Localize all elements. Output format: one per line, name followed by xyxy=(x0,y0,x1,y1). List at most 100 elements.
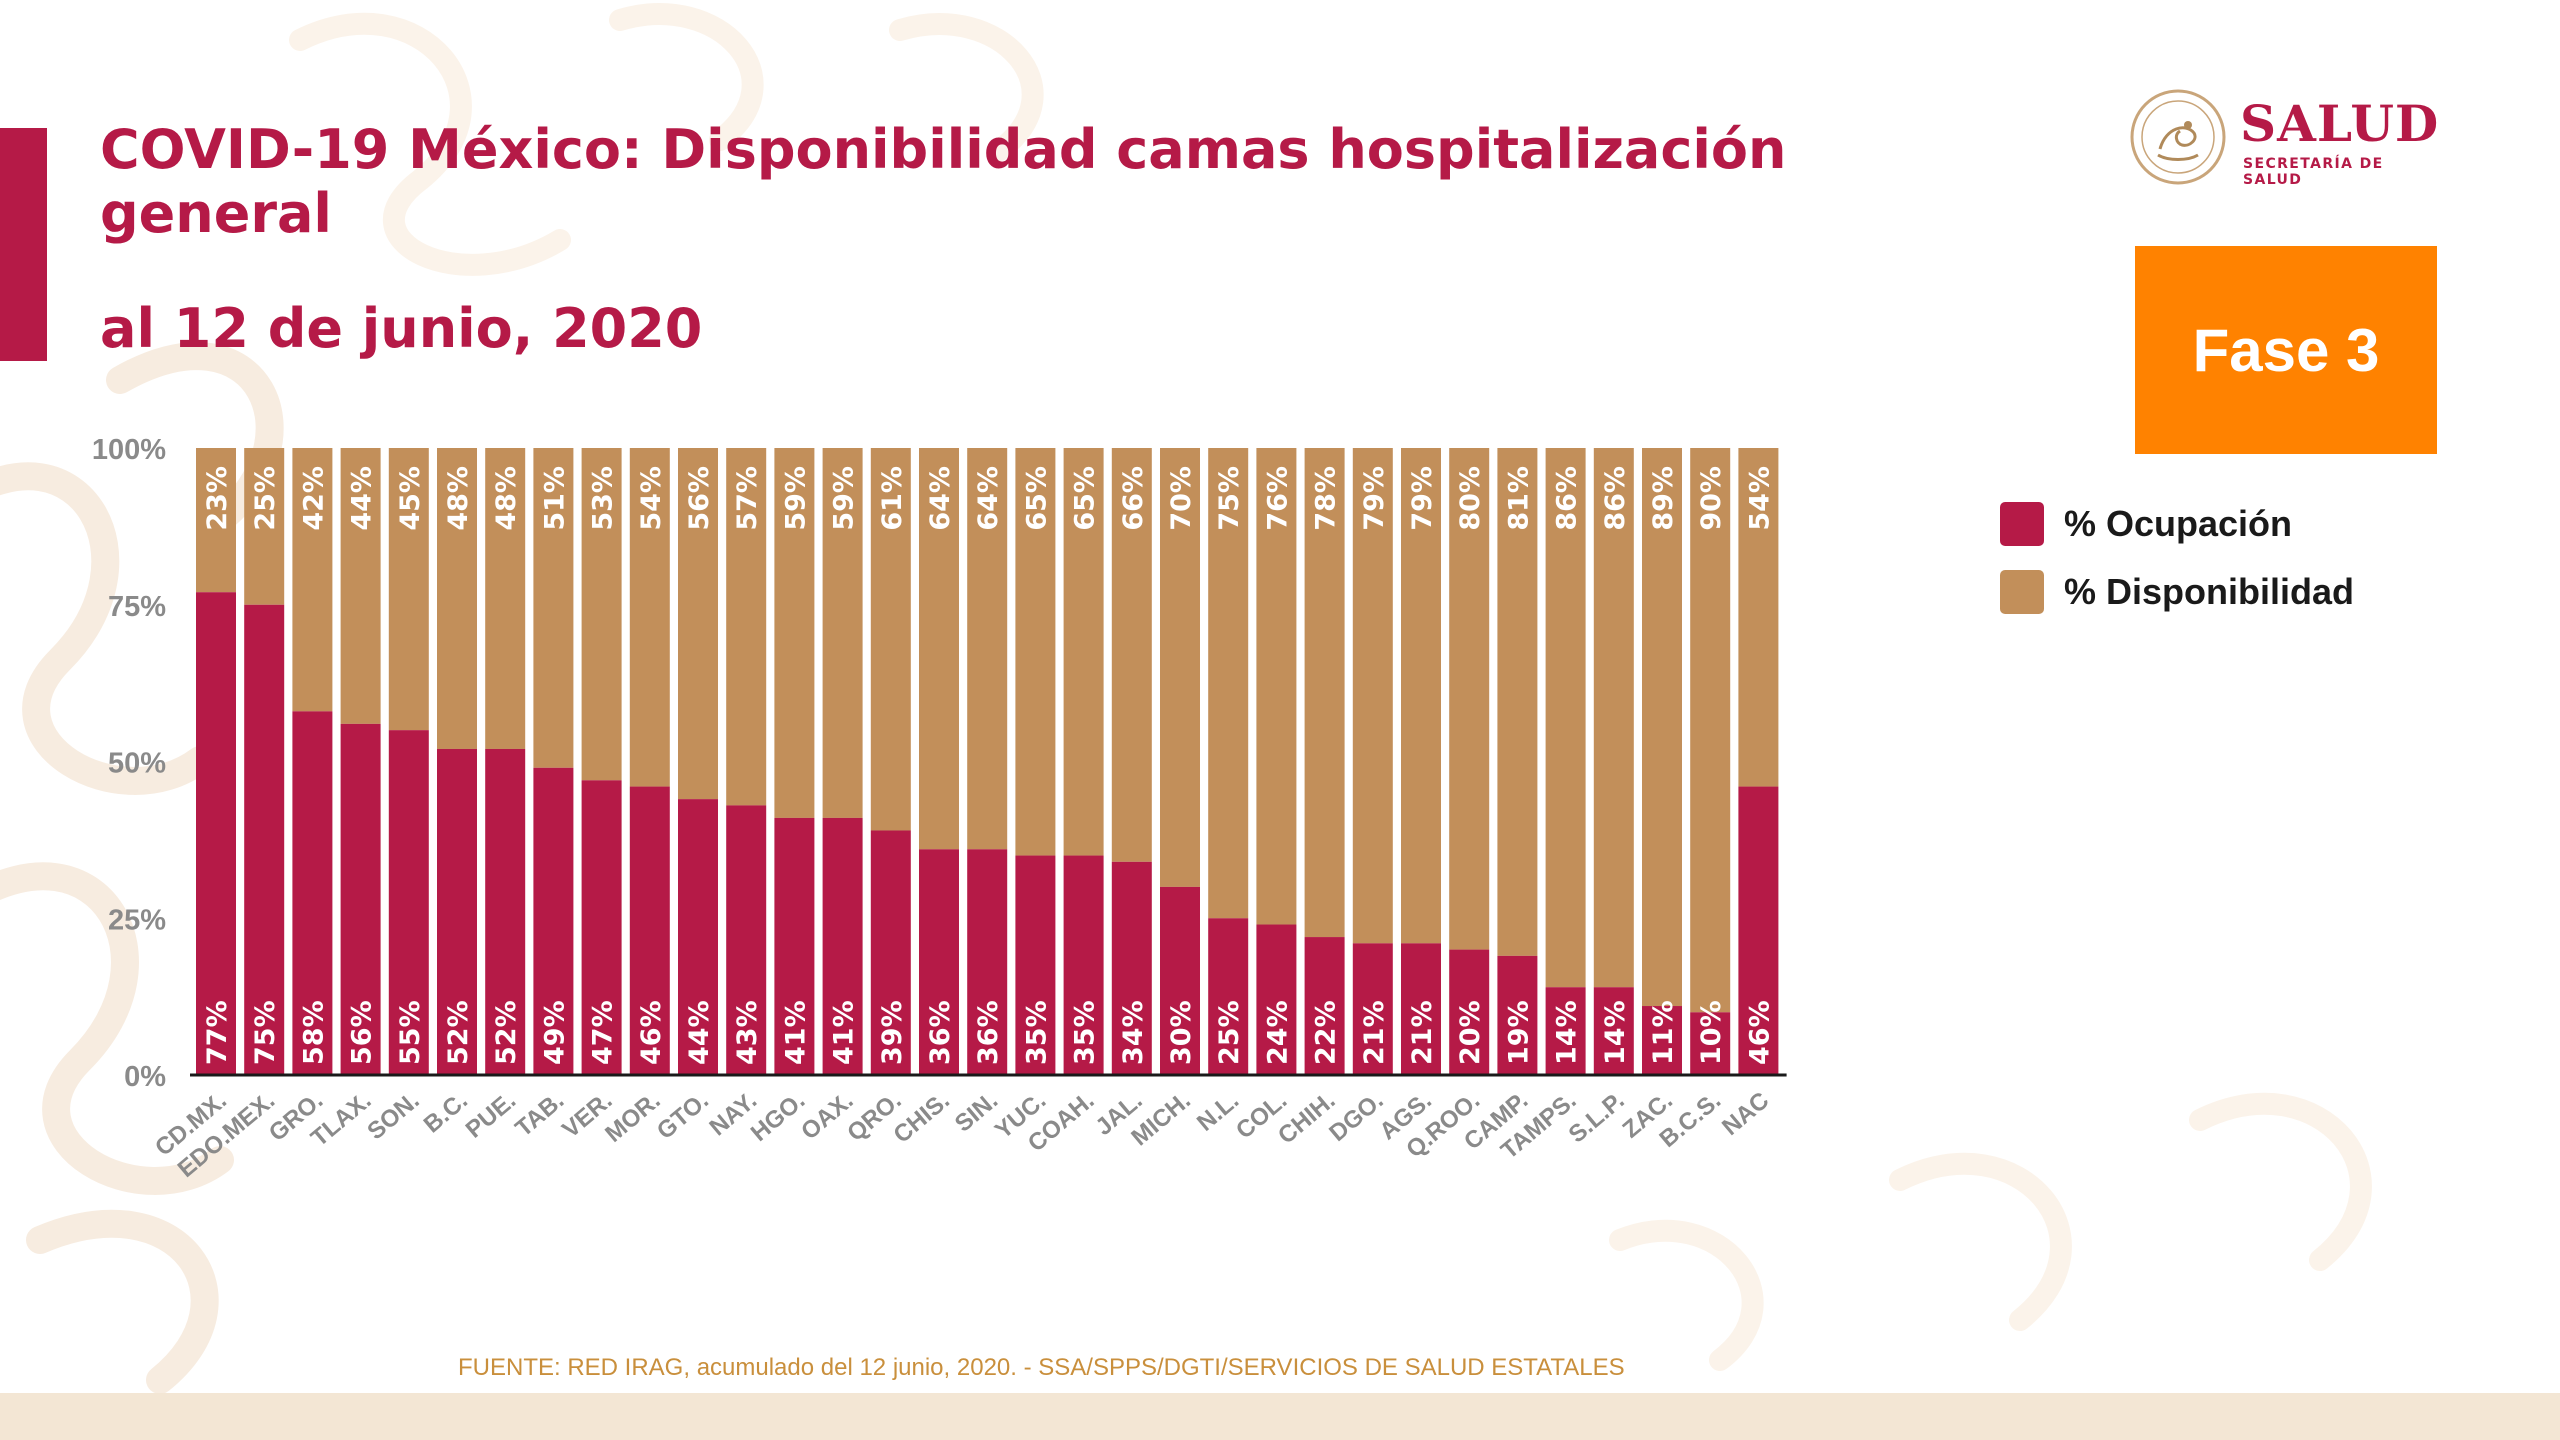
bar-occupation xyxy=(1304,937,1345,1075)
bar-availability xyxy=(1160,448,1200,887)
logo-wordmark: SALUD xyxy=(2240,94,2440,153)
y-tick-label: 75% xyxy=(108,591,166,623)
data-label-availability: 23% xyxy=(202,466,233,531)
data-label-occupation: 46% xyxy=(636,1000,667,1065)
bar-occupation xyxy=(1497,955,1538,1075)
data-label-availability: 66% xyxy=(1118,466,1149,531)
data-label-availability: 79% xyxy=(1359,466,1390,531)
data-label-occupation: 30% xyxy=(1166,1000,1197,1065)
bar-availability xyxy=(822,448,863,818)
x-tick-label: DGO. xyxy=(1324,1087,1388,1147)
bar-occupation xyxy=(1738,786,1779,1075)
x-tick-label: S.L.P. xyxy=(1564,1087,1630,1149)
bar-availability xyxy=(388,448,429,731)
bar-occupation xyxy=(1352,943,1393,1075)
data-label-availability: 65% xyxy=(1070,466,1101,531)
data-label-occupation: 52% xyxy=(443,1000,474,1065)
bar-availability xyxy=(919,448,959,850)
bar-availability xyxy=(340,448,381,724)
data-label-occupation: 47% xyxy=(588,1000,619,1065)
data-label-availability: 57% xyxy=(732,466,763,531)
data-label-availability: 64% xyxy=(925,466,956,531)
bar-occupation xyxy=(1160,886,1200,1075)
data-label-availability: 76% xyxy=(1262,466,1293,531)
bar-occupation xyxy=(774,817,815,1075)
bar-availability xyxy=(581,448,622,781)
bar-occupation xyxy=(1111,861,1152,1075)
bar-availability xyxy=(244,448,285,605)
legend-swatch-occupation xyxy=(2000,502,2044,546)
data-label-occupation: 34% xyxy=(1118,1000,1149,1065)
data-label-availability: 45% xyxy=(395,466,426,531)
bar-occupation xyxy=(1545,987,1586,1075)
data-label-occupation: 21% xyxy=(1359,1000,1390,1065)
data-label-occupation: 46% xyxy=(1744,1000,1775,1065)
bar-availability xyxy=(1256,448,1297,925)
data-label-occupation: 56% xyxy=(347,1000,378,1065)
bar-occupation xyxy=(629,786,670,1075)
data-label-occupation: 25% xyxy=(1214,1000,1245,1065)
national-seal-icon xyxy=(2130,89,2226,185)
data-label-occupation: 10% xyxy=(1696,1000,1727,1065)
bar-availability xyxy=(1015,448,1056,856)
bar-occupation xyxy=(292,711,333,1075)
bar-availability xyxy=(1497,448,1538,956)
bar-occupation xyxy=(581,780,622,1075)
data-label-availability: 81% xyxy=(1503,466,1534,531)
data-label-availability: 25% xyxy=(250,466,281,531)
y-tick-label: 25% xyxy=(108,904,166,936)
logo-tagline: SECRETARÍA DE SALUD xyxy=(2243,156,2384,188)
data-label-occupation: 77% xyxy=(202,1000,233,1065)
bar-occupation xyxy=(822,817,863,1075)
data-label-availability: 59% xyxy=(829,466,860,531)
x-tick-label: HGO. xyxy=(746,1087,810,1147)
data-label-availability: 90% xyxy=(1696,466,1727,531)
phase-badge: Fase 3 xyxy=(2135,246,2437,454)
bar-occupation xyxy=(1063,855,1104,1075)
bar-availability xyxy=(1401,448,1441,944)
bar-occupation xyxy=(340,723,381,1075)
data-label-occupation: 44% xyxy=(684,1000,715,1065)
bar-occupation xyxy=(1690,1012,1731,1075)
data-label-occupation: 11% xyxy=(1648,1000,1679,1065)
x-tick-label: CHIS. xyxy=(888,1087,954,1149)
y-tick-label: 100% xyxy=(92,434,166,466)
data-label-availability: 89% xyxy=(1648,466,1679,531)
legend-label-occupation: % Ocupación xyxy=(2064,503,2293,544)
data-label-availability: 70% xyxy=(1166,466,1197,531)
bar-availability xyxy=(485,448,526,749)
bar-occupation xyxy=(870,830,911,1075)
data-label-occupation: 21% xyxy=(1407,1000,1438,1065)
bar-availability xyxy=(1690,448,1731,1013)
footer-band xyxy=(0,1393,2560,1440)
bar-occupation xyxy=(1642,1006,1682,1075)
data-label-occupation: 19% xyxy=(1503,1000,1534,1065)
data-label-availability: 44% xyxy=(347,466,378,531)
data-label-availability: 86% xyxy=(1552,466,1583,531)
x-tick-label: CHIH. xyxy=(1273,1087,1340,1150)
data-label-availability: 86% xyxy=(1600,466,1631,531)
data-label-availability: 48% xyxy=(443,466,474,531)
bar-occupation xyxy=(244,604,285,1075)
data-label-availability: 48% xyxy=(491,466,522,531)
bar-occupation xyxy=(1208,918,1249,1075)
bar-availability xyxy=(1111,448,1152,862)
x-tick-label: GTO. xyxy=(652,1087,714,1145)
bar-occupation xyxy=(196,592,236,1075)
bar-availability xyxy=(967,448,1008,850)
data-label-availability: 78% xyxy=(1311,466,1342,531)
x-tick-label: SON. xyxy=(362,1087,424,1145)
bar-availability xyxy=(678,448,718,800)
bar-availability xyxy=(1352,448,1393,944)
bar-availability xyxy=(292,448,333,712)
y-tick-label: 0% xyxy=(124,1061,166,1093)
bar-occupation xyxy=(919,849,959,1075)
data-label-occupation: 52% xyxy=(491,1000,522,1065)
bar-availability xyxy=(774,448,815,818)
bar-occupation xyxy=(1593,987,1634,1075)
data-label-occupation: 36% xyxy=(925,1000,956,1065)
data-label-occupation: 58% xyxy=(298,1000,329,1065)
x-tick-label: B.C. xyxy=(419,1087,473,1139)
